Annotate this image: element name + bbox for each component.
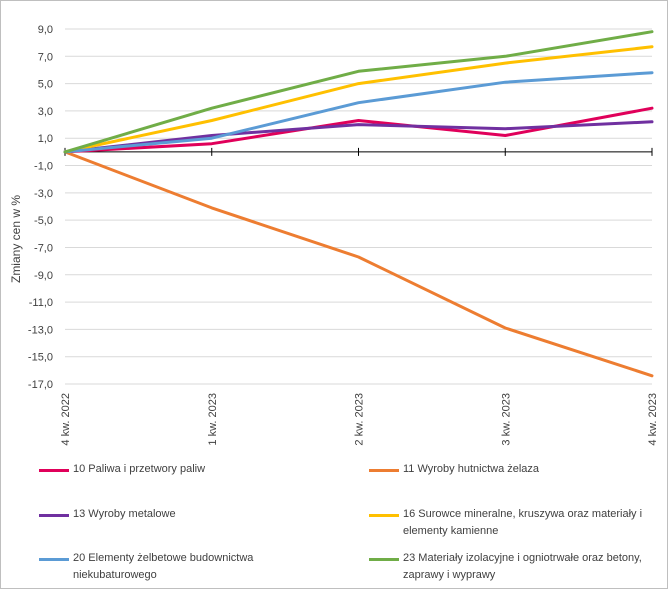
series-line bbox=[63, 45, 654, 154]
tick-labels: 9,0 7,0 5,0 3,0 1,0 -1,0 -3,0 -5,0 -7,0 -9,0 -11,0… bbox=[28, 24, 659, 446]
series-line bbox=[63, 30, 654, 154]
legend-item: 16 Surowce mineralne, kruszywa oraz mate… bbox=[369, 506, 649, 542]
y-tick-label: -1,0 bbox=[34, 161, 53, 173]
legend-item: 11 Wyroby hutnictwa żelaza bbox=[369, 461, 649, 497]
y-tick-label: -17,0 bbox=[28, 379, 53, 391]
legend-item: 13 Wyroby metalowe bbox=[39, 506, 319, 542]
gridlines bbox=[65, 28, 652, 385]
x-tick-label: 2 kw. 2023 bbox=[354, 393, 366, 446]
x-tick-label: 1 kw. 2023 bbox=[207, 393, 219, 446]
legend-swatch bbox=[39, 514, 69, 517]
y-tick-label: -3,0 bbox=[34, 188, 53, 200]
legend-label: 10 Paliwa i przetwory paliw bbox=[73, 463, 206, 475]
y-tick-label: -9,0 bbox=[34, 270, 53, 282]
series-line bbox=[63, 106, 654, 154]
legend-label: 16 Surowce mineralne, kruszywa oraz mate… bbox=[403, 508, 643, 537]
legend-swatch bbox=[369, 469, 399, 472]
legend-label: 13 Wyroby metalowe bbox=[73, 508, 176, 520]
y-axis-title: Zmiany cen w % bbox=[9, 195, 23, 283]
series-line bbox=[63, 71, 654, 154]
legend-item: 23 Materiały izolacyjne i ogniotrwałe or… bbox=[369, 550, 649, 586]
y-tick-label: -7,0 bbox=[34, 242, 53, 254]
y-tick-label: 1,0 bbox=[38, 133, 53, 145]
y-tick-label: 5,0 bbox=[38, 79, 53, 91]
y-tick-label: -13,0 bbox=[28, 324, 53, 336]
x-tick-label: 4 kw. 2022 bbox=[60, 393, 72, 446]
legend-label: 23 Materiały izolacyjne i ogniotrwałe or… bbox=[403, 552, 642, 581]
y-tick-label: 7,0 bbox=[38, 51, 53, 63]
y-tick-label: -15,0 bbox=[28, 352, 53, 364]
series-line bbox=[63, 120, 654, 154]
axes bbox=[64, 147, 653, 156]
legend-label: 20 Elementy żelbetowe budownictwa niekub… bbox=[73, 552, 254, 581]
y-tick-label: 9,0 bbox=[38, 24, 53, 36]
legend-swatch bbox=[369, 514, 399, 517]
legend-label: 11 Wyroby hutnictwa żelaza bbox=[403, 463, 540, 475]
y-tick-label: -5,0 bbox=[34, 215, 53, 227]
legend-item: 20 Elementy żelbetowe budownictwa niekub… bbox=[39, 550, 319, 586]
legend-swatch bbox=[39, 558, 69, 561]
y-tick-label: 3,0 bbox=[38, 106, 53, 118]
legend-swatch bbox=[369, 558, 399, 561]
x-tick-label: 4 kw. 2023 bbox=[647, 393, 659, 446]
series-lines bbox=[63, 30, 654, 378]
legend-swatch bbox=[39, 469, 69, 472]
x-tick-label: 3 kw. 2023 bbox=[500, 393, 512, 446]
y-tick-label: -11,0 bbox=[29, 297, 53, 309]
series-line bbox=[63, 150, 654, 378]
legend-item: 10 Paliwa i przetwory paliw bbox=[39, 461, 319, 497]
